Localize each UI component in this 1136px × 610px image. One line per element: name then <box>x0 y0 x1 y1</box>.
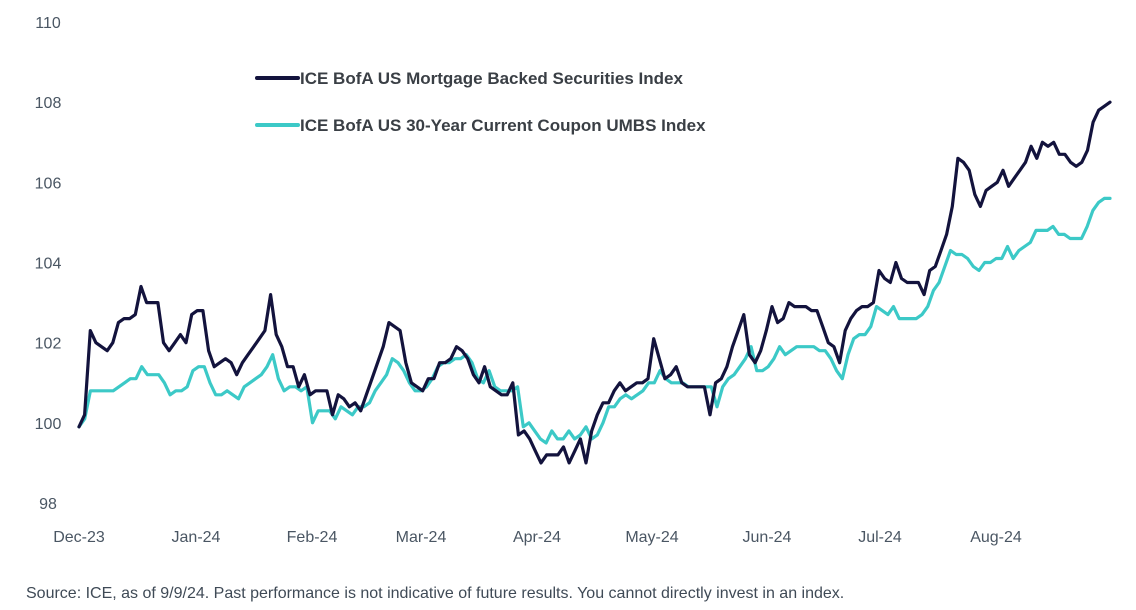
x-tick-label: Mar-24 <box>396 529 447 546</box>
x-tick-label: Jul-24 <box>858 529 902 546</box>
x-tick-label: Feb-24 <box>287 529 338 546</box>
y-tick-label: 102 <box>35 336 62 353</box>
y-axis: 98 100 102 104 106 108 110 <box>35 15 62 513</box>
y-tick-label: 108 <box>35 95 62 112</box>
legend-label: ICE BofA US 30-Year Current Coupon UMBS … <box>300 116 706 135</box>
legend-label: ICE BofA US Mortgage Backed Securities I… <box>300 69 683 88</box>
y-tick-label: 106 <box>35 175 62 192</box>
x-tick-label: May-24 <box>625 529 678 546</box>
x-tick-label: Jan-24 <box>172 529 221 546</box>
y-tick-label: 104 <box>35 256 62 273</box>
x-axis: Dec-23 Jan-24 Feb-24 Mar-24 Apr-24 May-24 Jun-… <box>53 529 1022 546</box>
y-tick-label: 98 <box>39 496 57 513</box>
series-line-1 <box>77 100 1112 465</box>
source-note: Source: ICE, as of 9/9/24. Past performa… <box>26 585 845 602</box>
series-lines <box>77 100 1112 465</box>
x-tick-label: Dec-23 <box>53 529 105 546</box>
legend: ICE BofA US Mortgage Backed Securities I… <box>255 69 706 135</box>
series-line-2 <box>77 196 1112 445</box>
y-tick-label: 100 <box>35 416 62 433</box>
x-tick-label: Aug-24 <box>970 529 1022 546</box>
x-tick-label: Apr-24 <box>513 529 561 546</box>
y-tick-label: 110 <box>35 15 61 32</box>
x-tick-label: Jun-24 <box>743 529 792 546</box>
